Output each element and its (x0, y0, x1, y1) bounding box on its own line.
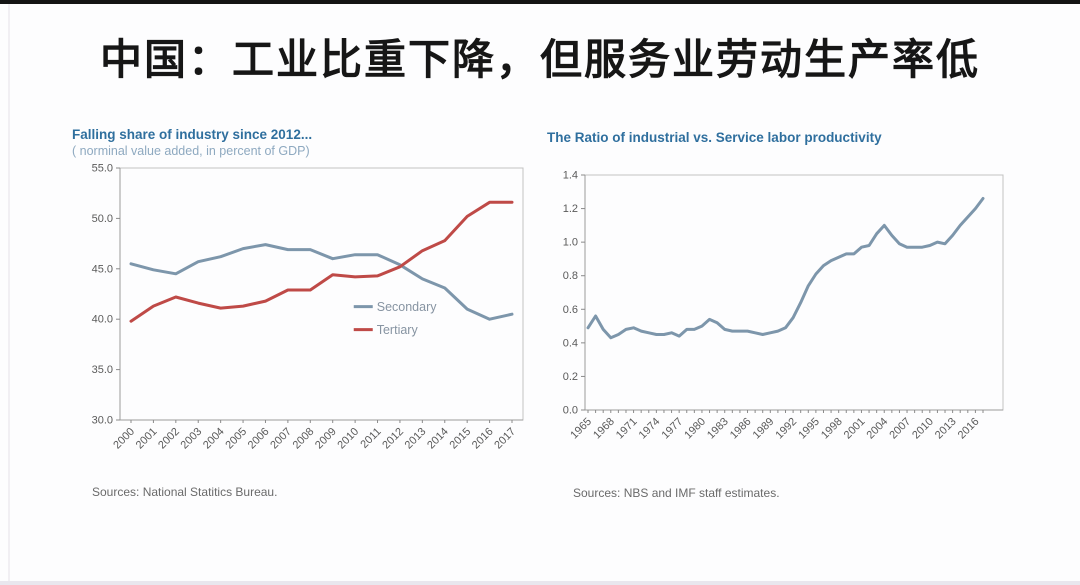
productivity-ratio-source-note: Sources: NBS and IMF staff estimates. (573, 486, 780, 500)
svg-text:2016: 2016 (470, 426, 496, 452)
svg-text:2001: 2001 (842, 416, 868, 442)
svg-text:1974: 1974 (637, 416, 663, 442)
svg-text:2007: 2007 (887, 416, 913, 442)
svg-text:2003: 2003 (179, 426, 205, 452)
svg-text:1965: 1965 (568, 416, 594, 442)
svg-text:1977: 1977 (659, 416, 685, 442)
top-border-line (0, 0, 1080, 4)
svg-text:2001: 2001 (134, 426, 160, 452)
svg-text:2010: 2010 (910, 416, 936, 442)
svg-text:0.6: 0.6 (563, 304, 578, 316)
svg-text:40.0: 40.0 (92, 314, 113, 326)
svg-text:1998: 1998 (819, 416, 845, 442)
svg-text:50.0: 50.0 (92, 213, 113, 225)
svg-text:2005: 2005 (223, 426, 249, 452)
svg-text:2009: 2009 (313, 426, 339, 452)
svg-text:2016: 2016 (956, 416, 982, 442)
svg-text:1.4: 1.4 (563, 170, 578, 182)
industry-share-chart-subtitle: ( norminal value added, in percent of GD… (72, 144, 310, 158)
svg-text:0.4: 0.4 (563, 337, 578, 349)
svg-text:2000: 2000 (111, 426, 137, 452)
svg-text:2007: 2007 (268, 426, 294, 452)
svg-text:2017: 2017 (492, 426, 518, 452)
svg-text:2015: 2015 (447, 426, 473, 452)
industry-share-chart-panel: Falling share of industry since 2012... … (70, 127, 535, 527)
svg-text:2013: 2013 (403, 426, 429, 452)
svg-text:55.0: 55.0 (92, 163, 113, 175)
left-border-line (8, 4, 10, 581)
svg-text:2002: 2002 (156, 426, 182, 452)
svg-text:30.0: 30.0 (92, 415, 113, 427)
svg-text:35.0: 35.0 (92, 364, 113, 376)
svg-text:1.2: 1.2 (563, 203, 578, 215)
svg-text:2006: 2006 (246, 426, 272, 452)
slide-title: 中国：工业比重下降，但服务业劳动生产率低 (99, 36, 980, 83)
svg-text:Tertiary: Tertiary (377, 323, 419, 337)
bottom-border-line (0, 581, 1080, 585)
svg-text:2004: 2004 (865, 416, 891, 442)
svg-text:Secondary: Secondary (377, 300, 438, 314)
svg-text:2010: 2010 (335, 426, 361, 452)
svg-text:0.2: 0.2 (563, 371, 578, 383)
svg-text:1968: 1968 (591, 416, 617, 442)
svg-text:0.8: 0.8 (563, 270, 578, 282)
svg-text:1971: 1971 (614, 416, 640, 442)
industry-share-source-note: Sources: National Statitics Bureau. (92, 485, 278, 499)
svg-text:1989: 1989 (751, 416, 777, 442)
svg-text:1986: 1986 (728, 416, 754, 442)
svg-text:1995: 1995 (796, 416, 822, 442)
svg-text:45.0: 45.0 (92, 263, 113, 275)
productivity-ratio-chart-title: The Ratio of industrial vs. Service labo… (547, 130, 882, 145)
svg-text:2008: 2008 (291, 426, 317, 452)
productivity-ratio-line-chart: 1.4 1.2 1.0 0.8 0.6 0.4 0.2 0.01965196819711974… (563, 170, 1004, 442)
industry-share-chart-title: Falling share of industry since 2012... (72, 127, 313, 142)
productivity-ratio-chart-panel: The Ratio of industrial vs. Service labo… (545, 130, 1017, 530)
svg-text:2004: 2004 (201, 426, 227, 452)
svg-text:2014: 2014 (425, 426, 451, 452)
svg-text:0.0: 0.0 (563, 405, 578, 417)
svg-text:1983: 1983 (705, 416, 731, 442)
svg-text:1992: 1992 (773, 416, 799, 442)
industry-share-line-chart: 55.0 50.0 45.0 40.0 35.0 30.02000200120022003… (92, 163, 524, 452)
svg-text:2011: 2011 (358, 426, 383, 451)
svg-text:2012: 2012 (380, 426, 406, 452)
svg-text:2013: 2013 (933, 416, 959, 442)
svg-text:1980: 1980 (682, 416, 708, 442)
svg-text:1.0: 1.0 (563, 237, 578, 249)
